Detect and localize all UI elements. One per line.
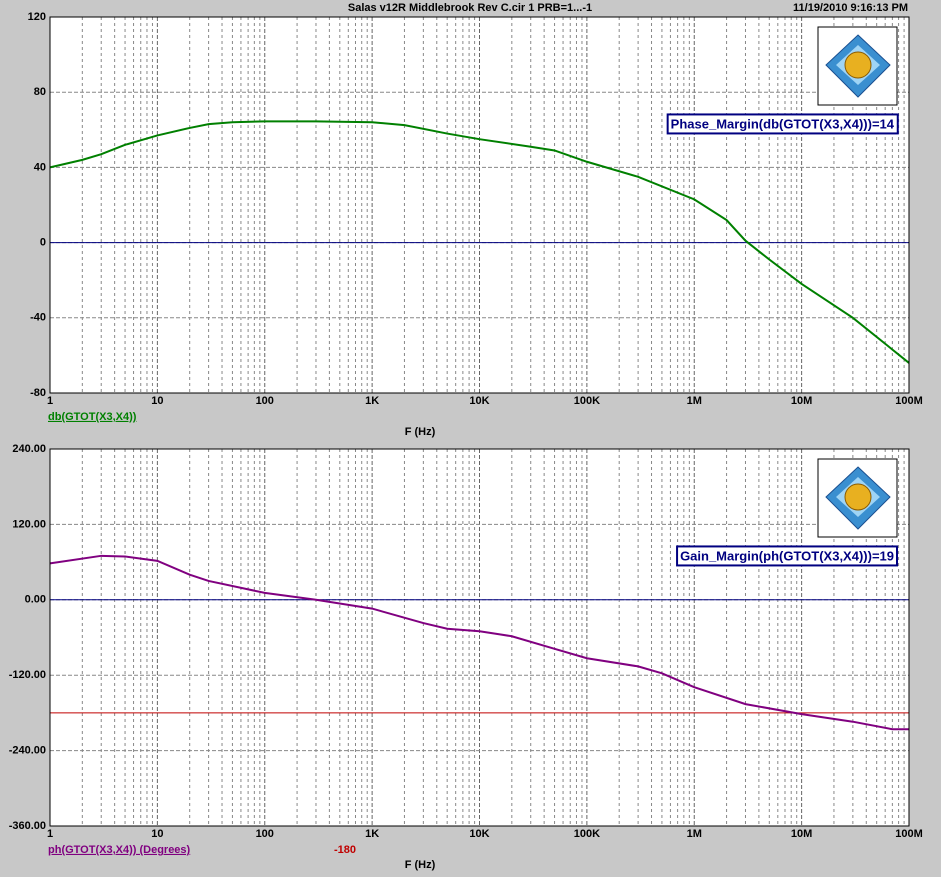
x-axis-label: F (Hz) bbox=[405, 426, 436, 438]
annotation-box bbox=[666, 113, 899, 135]
window-title: Salas v12R Middlebrook Rev C.cir 1 PRB=1… bbox=[348, 2, 592, 14]
y-tick-label: 240.00 bbox=[12, 443, 46, 455]
annotation-box bbox=[676, 545, 898, 567]
x-tick-label: 10K bbox=[469, 828, 489, 840]
y-tick-label: 80 bbox=[34, 86, 46, 98]
legend-label: ph(GTOT(X3,X4)) (Degrees) bbox=[48, 844, 191, 856]
x-axis-label: F (Hz) bbox=[405, 859, 436, 871]
plot-border bbox=[49, 448, 910, 827]
y-tick-label: -120.00 bbox=[9, 669, 46, 681]
logo-badge bbox=[844, 483, 872, 511]
y-tick-label: -40 bbox=[30, 312, 46, 324]
timestamp: 11/19/2010 9:16:13 PM bbox=[793, 2, 908, 14]
y-tick-label: 120 bbox=[28, 11, 46, 23]
x-tick-label: 100M bbox=[895, 395, 923, 407]
y-tick-label: 40 bbox=[34, 161, 46, 173]
series-line bbox=[49, 554, 909, 731]
legend-label: db(GTOT(X3,X4)) bbox=[48, 411, 137, 423]
logo-badge bbox=[844, 51, 872, 79]
x-tick-label: 1K bbox=[365, 395, 379, 407]
x-tick-label: 100 bbox=[256, 828, 274, 840]
x-tick-label: 1M bbox=[687, 395, 702, 407]
series-line bbox=[49, 120, 910, 364]
x-tick-label: 10M bbox=[791, 395, 812, 407]
annotation-text: Gain_Margin(ph(GTOT(X3,X4)))=19 bbox=[680, 548, 894, 563]
y-tick-label: -360.00 bbox=[9, 820, 46, 832]
y-tick-label: 0.00 bbox=[25, 594, 46, 606]
y-tick-label: 120.00 bbox=[12, 518, 46, 530]
annotation-text: Phase_Margin(db(GTOT(X3,X4)))=14 bbox=[671, 116, 895, 131]
y-tick-label: -80 bbox=[30, 387, 46, 399]
x-tick-label: 10K bbox=[469, 395, 489, 407]
x-tick-label: 100M bbox=[895, 828, 923, 840]
x-tick-label: 100K bbox=[574, 395, 600, 407]
x-tick-label: 1 bbox=[47, 395, 53, 407]
x-tick-label: 1 bbox=[47, 828, 53, 840]
y-tick-label: 0 bbox=[40, 237, 46, 249]
reference-label: -180 bbox=[334, 844, 356, 856]
annotation: Phase_Margin(db(GTOT(X3,X4)))=14 bbox=[666, 113, 899, 135]
annotation: Gain_Margin(ph(GTOT(X3,X4)))=19 bbox=[676, 545, 898, 567]
x-tick-label: 10 bbox=[151, 828, 163, 840]
x-tick-label: 100K bbox=[574, 828, 600, 840]
x-tick-label: 100 bbox=[256, 395, 274, 407]
x-tick-label: 10M bbox=[791, 828, 812, 840]
x-tick-label: 1M bbox=[687, 828, 702, 840]
x-tick-label: 1K bbox=[365, 828, 379, 840]
y-tick-label: -240.00 bbox=[9, 745, 46, 757]
x-tick-label: 10 bbox=[151, 395, 163, 407]
plot-border bbox=[49, 16, 910, 394]
